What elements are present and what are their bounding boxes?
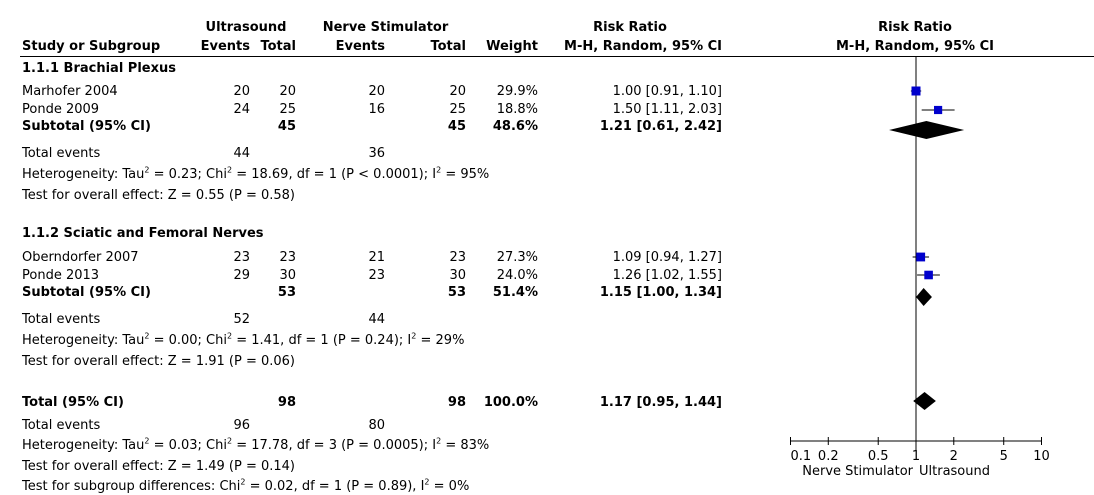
weight: 27.3% <box>496 250 538 265</box>
events2: 23 <box>368 268 385 283</box>
total-weight: 100.0% <box>483 395 538 410</box>
total1-header: Total <box>260 39 296 54</box>
events1-sum: 96 <box>233 418 250 433</box>
heterogeneity-text: Heterogeneity: Tau2 = 0.00; Chi2 = 1.41,… <box>22 331 465 348</box>
events2: 20 <box>368 84 385 99</box>
subtotal-weight: 48.6% <box>492 119 538 134</box>
subtotal-ci: 1.21 [0.61, 2.42] <box>599 119 722 134</box>
study-name: Ponde 2013 <box>22 268 100 283</box>
subgroup-differences-text: Test for subgroup differences: Chi2 = 0.… <box>22 477 470 494</box>
pooled-diamond <box>913 392 936 410</box>
group1-header: Ultrasound <box>205 20 287 35</box>
x-tick-label: 5 <box>1000 449 1008 464</box>
subtotal-total2: 45 <box>447 119 466 134</box>
x-tick-label: 0.5 <box>868 449 889 464</box>
study-column-header: Study or Subgroup <box>22 39 161 54</box>
subgroup-title: 1.1.2 Sciatic and Femoral Nerves <box>22 226 264 241</box>
risk-ratio-ci: 1.00 [0.91, 1.10] <box>612 84 722 99</box>
events1: 23 <box>233 250 250 265</box>
study-marker <box>934 105 943 115</box>
pooled-diamond <box>889 121 965 139</box>
events1-header: Events <box>200 39 250 54</box>
weight: 18.8% <box>496 102 538 117</box>
events-label: Total events <box>22 312 101 327</box>
favours-right-label: Ultrasound <box>919 464 990 479</box>
total2-header: Total <box>430 39 466 54</box>
events2-header: Events <box>335 39 385 54</box>
subtotal-total1: 45 <box>277 119 296 134</box>
subtotal-ci: 1.15 [1.00, 1.34] <box>599 285 722 300</box>
total-ci: 1.17 [0.95, 1.44] <box>599 395 722 410</box>
events1: 24 <box>233 102 250 117</box>
x-tick-label: 10 <box>1033 449 1050 464</box>
pooled-diamond <box>916 288 932 306</box>
total1: 30 <box>279 268 296 283</box>
weight: 29.9% <box>496 84 538 99</box>
x-tick-label: 2 <box>950 449 958 464</box>
total1: 20 <box>279 84 296 99</box>
study-name: Marhofer 2004 <box>22 84 118 99</box>
weight: 24.0% <box>496 268 538 283</box>
study-marker <box>924 270 933 280</box>
events1-sum: 44 <box>233 146 250 161</box>
weight-header: Weight <box>486 39 538 54</box>
x-tick-label: 1 <box>912 449 920 464</box>
events2-sum: 36 <box>368 146 385 161</box>
overall-effect-text: Test for overall effect: Z = 0.55 (P = 0… <box>22 188 295 203</box>
total1: 23 <box>279 250 296 265</box>
risk-ratio-ci: 1.26 [1.02, 1.55] <box>612 268 722 283</box>
x-tick-label: 0.1 <box>791 449 812 464</box>
subtotal-total1: 53 <box>277 285 296 300</box>
subtotal-label: Subtotal (95% CI) <box>22 119 151 134</box>
heterogeneity-text: Heterogeneity: Tau2 = 0.03; Chi2 = 17.78… <box>22 436 490 453</box>
plot-title: Risk Ratio <box>878 20 952 35</box>
favours-left-label: Nerve Stimulator <box>802 464 913 479</box>
total2: 25 <box>449 102 466 117</box>
study-name: Ponde 2009 <box>22 102 100 117</box>
plot-method-header: M-H, Random, 95% CI <box>836 39 994 54</box>
subgroup-title: 1.1.1 Brachial Plexus <box>22 61 176 76</box>
total1: 25 <box>279 102 296 117</box>
subtotal-label: Subtotal (95% CI) <box>22 285 151 300</box>
total-label: Total (95% CI) <box>22 395 124 410</box>
risk-ratio-header: Risk Ratio <box>593 20 667 35</box>
overall-effect-text: Test for overall effect: Z = 1.49 (P = 0… <box>22 459 295 474</box>
study-name: Oberndorfer 2007 <box>22 250 139 265</box>
subtotal-total2: 53 <box>447 285 466 300</box>
risk-ratio-ci: 1.50 [1.11, 2.03] <box>612 102 722 117</box>
total2: 23 <box>449 250 466 265</box>
heterogeneity-text: Heterogeneity: Tau2 = 0.23; Chi2 = 18.69… <box>22 165 490 182</box>
total2: 20 <box>449 84 466 99</box>
events1-sum: 52 <box>233 312 250 327</box>
study-marker <box>911 86 921 96</box>
total-total1: 98 <box>277 395 296 410</box>
events2-sum: 80 <box>368 418 385 433</box>
x-tick-label: 0.2 <box>818 449 839 464</box>
risk-ratio-ci: 1.09 [0.94, 1.27] <box>612 250 722 265</box>
total2: 30 <box>449 268 466 283</box>
events1: 20 <box>233 84 250 99</box>
events1: 29 <box>233 268 250 283</box>
header-rule <box>20 56 1094 57</box>
subtotal-weight: 51.4% <box>492 285 538 300</box>
events2: 16 <box>368 102 385 117</box>
group2-header: Nerve Stimulator <box>322 20 449 35</box>
events2: 21 <box>368 250 385 265</box>
events2-sum: 44 <box>368 312 385 327</box>
method-header: M-H, Random, 95% CI <box>564 39 722 54</box>
study-marker <box>916 252 926 262</box>
events-label: Total events <box>22 418 101 433</box>
events-label: Total events <box>22 146 101 161</box>
overall-effect-text: Test for overall effect: Z = 1.91 (P = 0… <box>22 354 295 369</box>
total-total2: 98 <box>447 395 466 410</box>
